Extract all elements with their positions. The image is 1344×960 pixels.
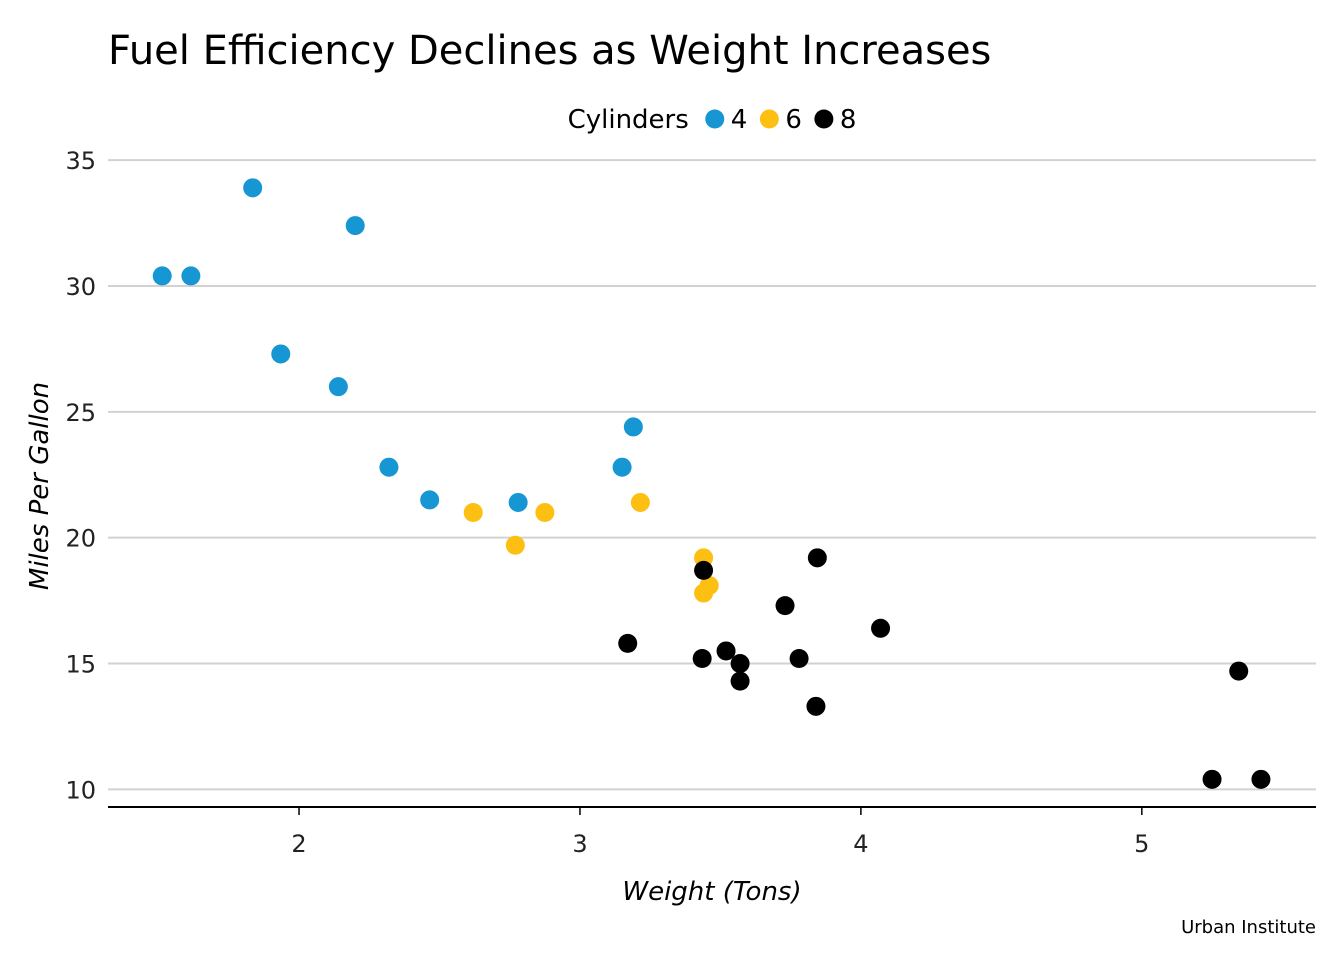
y-tick-label-10: 10 (65, 776, 96, 804)
y-tick-label-15: 15 (65, 651, 96, 679)
point-cyl8-3 (716, 641, 736, 661)
x-tick-label-5: 5 (1134, 830, 1149, 858)
legend-label-6: 6 (785, 105, 802, 135)
x-tick-label-3: 3 (572, 830, 587, 858)
legend-title: Cylinders (568, 105, 689, 135)
y-axis-ticks: 10 15 20 25 30 35 (65, 147, 96, 804)
point-cyl8-7 (789, 648, 809, 668)
point-cyl6-2 (535, 503, 555, 523)
chart-title: Fuel Efficiency Declines as Weight Incre… (108, 28, 991, 74)
x-tick-label-2: 2 (291, 830, 306, 858)
x-axis-ticks: 2 3 4 5 (291, 807, 1149, 858)
point-cyl8-8 (806, 696, 826, 716)
point-cyl8-1 (692, 648, 712, 668)
point-cyl6-1 (505, 535, 525, 555)
point-cyl4-0 (152, 266, 172, 286)
point-cyl8-2 (694, 560, 714, 580)
point-cyl8-9 (807, 548, 827, 568)
point-cyl4-10 (623, 417, 643, 437)
y-tick-label-30: 30 (65, 273, 96, 301)
data-points (152, 178, 1271, 789)
legend-label-8: 8 (840, 105, 857, 135)
point-cyl8-12 (1229, 661, 1249, 681)
y-tick-label-35: 35 (65, 147, 96, 175)
point-cyl8-11 (1202, 769, 1222, 789)
point-cyl6-6 (699, 576, 719, 596)
legend-label-4: 4 (731, 105, 748, 135)
legend-swatch-4 (705, 109, 725, 129)
point-cyl4-8 (508, 492, 528, 512)
point-cyl4-2 (243, 178, 263, 198)
point-cyl8-6 (775, 596, 795, 616)
y-axis-title: Miles Per Gallon (25, 382, 55, 590)
point-cyl4-6 (379, 457, 399, 477)
point-cyl8-13 (1251, 769, 1271, 789)
point-cyl4-5 (345, 216, 365, 236)
legend: Cylinders 4 6 8 (568, 105, 857, 135)
point-cyl4-1 (181, 266, 201, 286)
point-cyl4-4 (328, 377, 348, 397)
y-tick-label-20: 20 (65, 525, 96, 553)
point-cyl8-10 (871, 618, 891, 638)
point-cyl6-0 (463, 503, 483, 523)
point-cyl4-7 (420, 490, 440, 510)
gridlines (108, 159, 1316, 791)
point-cyl4-9 (612, 457, 632, 477)
point-cyl8-0 (618, 633, 638, 653)
legend-swatch-8 (814, 109, 834, 129)
point-cyl8-4 (730, 654, 750, 674)
x-tick-label-4: 4 (853, 830, 868, 858)
legend-swatch-6 (759, 109, 779, 129)
caption: Urban Institute (1181, 917, 1316, 938)
x-axis-title: Weight (Tons) (622, 877, 801, 907)
point-cyl8-5 (730, 671, 750, 691)
y-tick-label-25: 25 (65, 399, 96, 427)
point-cyl6-3 (630, 492, 650, 512)
point-cyl4-3 (271, 344, 291, 364)
